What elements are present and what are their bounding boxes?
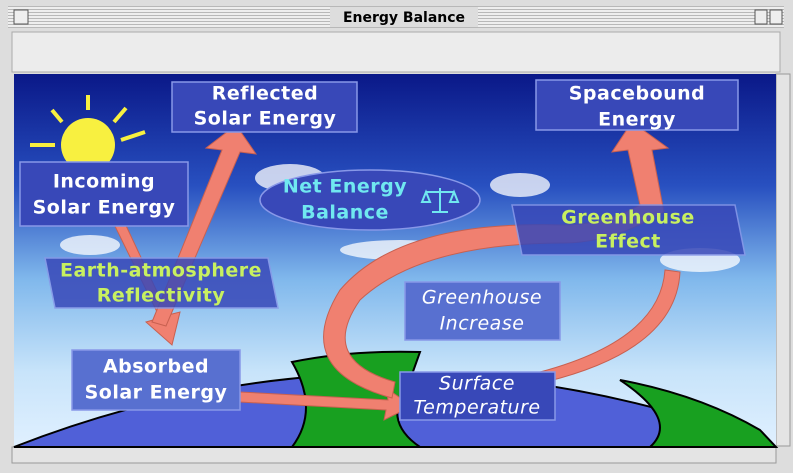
window-title: Energy Balance — [343, 10, 465, 26]
node-label: Solar Energy — [85, 382, 228, 404]
node-label: Solar Energy — [194, 108, 337, 130]
node-label: Balance — [301, 202, 389, 224]
node-label: Energy — [598, 109, 676, 131]
node-label: Surface — [439, 373, 515, 395]
node-label: Solar Energy — [33, 197, 176, 219]
node-label: Absorbed — [103, 356, 209, 378]
node-label: Greenhouse — [422, 287, 542, 309]
node-label: Spacebound — [569, 83, 706, 105]
node-label: Greenhouse — [561, 207, 695, 229]
node-label: Earth-atmosphere — [60, 260, 262, 282]
vertical-scrollbar[interactable] — [776, 74, 790, 446]
close-box[interactable] — [14, 10, 28, 24]
node-label: Increase — [440, 313, 525, 335]
node-label: Net Energy — [283, 176, 407, 198]
horizontal-scrollbar[interactable] — [12, 447, 776, 463]
collapse-box[interactable] — [770, 10, 782, 24]
node-label: Effect — [595, 231, 661, 253]
node-label: Reflectivity — [97, 285, 226, 307]
node-label: Incoming — [53, 171, 155, 193]
zoom-box[interactable] — [755, 10, 767, 24]
node-label: Reflected — [212, 83, 319, 105]
window: Energy Balance Reflected Solar Energy Sp… — [0, 0, 793, 473]
toolbar — [12, 32, 780, 72]
node-label: Temperature — [413, 397, 540, 419]
